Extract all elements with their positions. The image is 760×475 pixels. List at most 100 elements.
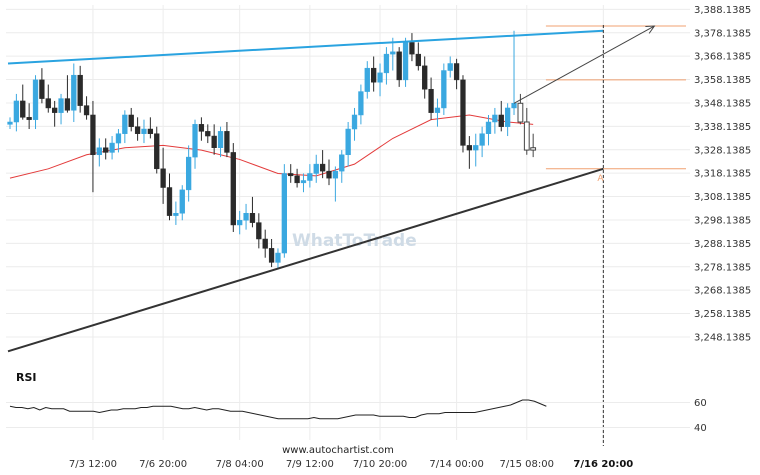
candle-body [96, 147, 102, 156]
candle-body [371, 67, 377, 83]
candle-body [134, 126, 141, 134]
candle-body [141, 128, 147, 134]
x-tick-label: 7/9 12:00 [286, 459, 334, 470]
candle-body [358, 91, 364, 116]
candle-body [339, 154, 345, 172]
candle-body [383, 53, 390, 74]
pattern-lower-line [7, 167, 604, 353]
candle-body [377, 72, 383, 83]
candle-body [256, 222, 262, 240]
candle-body [288, 173, 294, 177]
y-tick-label: 3,388.1385 [694, 5, 751, 16]
x-tick-label: 7/15 08:00 [500, 459, 554, 470]
pattern-lines: A [7, 25, 656, 446]
x-tick-label: 7/3 12:00 [69, 459, 117, 470]
candle-body [530, 147, 537, 151]
candle-body [275, 252, 281, 263]
candle-body [185, 156, 192, 191]
price-levels [545, 25, 686, 170]
candle-body [396, 51, 402, 81]
candle-body [20, 100, 26, 118]
candle-body [205, 131, 211, 137]
y-tick-label: 3,328.1385 [694, 145, 751, 156]
candle-body [294, 175, 300, 184]
candle-body [211, 135, 217, 148]
candle-body [77, 74, 83, 106]
candle-body [473, 145, 479, 151]
candle-body [52, 107, 58, 113]
candle-body [230, 152, 236, 226]
rsi-panel: RSI 60 40 [6, 371, 707, 434]
watermark: WhatToTrade [292, 231, 417, 251]
price-axis: 3,388.1385 3,378.1385 3,368.1385 3,358.1385… [694, 5, 751, 344]
candle-body [166, 187, 173, 216]
candle-body [307, 173, 313, 181]
y-tick-label: 3,348.1385 [694, 98, 751, 109]
candle-body [479, 133, 485, 146]
candle-body [351, 114, 358, 130]
rsi-tick-label: 40 [694, 423, 707, 434]
candle-body [13, 100, 20, 123]
candle-body [422, 65, 428, 90]
candle-body [409, 42, 415, 55]
candle-body [466, 145, 473, 151]
x-tick-label: 7/8 04:00 [216, 459, 264, 470]
candle-body [332, 170, 339, 179]
rsi-label: RSI [16, 371, 37, 384]
candle-body [147, 128, 154, 134]
y-tick-label: 3,318.1385 [694, 169, 751, 180]
candle-body [249, 213, 256, 223]
candle-body [198, 124, 205, 132]
candle-body [128, 114, 134, 127]
candle-body [90, 114, 96, 156]
rsi-line [9, 399, 547, 420]
candle-body [485, 121, 492, 134]
forecast-arrow-line [513, 25, 655, 104]
candle-body [7, 121, 13, 125]
candle-body [160, 168, 166, 188]
candle-body [262, 238, 268, 249]
candle-body [154, 133, 160, 170]
candle-body [115, 133, 122, 144]
candle-body [109, 142, 115, 153]
footer-url: www.autochartist.com [282, 445, 394, 456]
candle-body [268, 248, 275, 263]
candle-body [364, 67, 370, 92]
candle-body [39, 79, 45, 99]
y-tick-label: 3,278.1385 [694, 262, 751, 273]
moving-average [9, 114, 534, 179]
candle-body [517, 102, 524, 123]
candle-body [103, 147, 109, 153]
y-tick-label: 3,338.1385 [694, 122, 751, 133]
candle-body [313, 163, 319, 174]
y-tick-label: 3,298.1385 [694, 215, 751, 226]
ma-line [9, 114, 534, 179]
y-tick-label: 3,248.1385 [694, 332, 751, 343]
candle-body [173, 213, 179, 216]
y-tick-label: 3,358.1385 [694, 75, 751, 86]
candle-body [179, 189, 185, 214]
candle-body [326, 170, 332, 179]
candle-body [45, 98, 51, 109]
candle-body [224, 131, 230, 153]
candle-body [192, 124, 198, 158]
candle-body [345, 128, 351, 156]
price-grid [6, 5, 690, 440]
x-tick-label: 7/16 20:00 [573, 459, 633, 470]
pattern-marker-label: A [597, 174, 604, 184]
candle-body [26, 117, 32, 120]
pattern-upper-line [7, 29, 604, 65]
y-tick-label: 3,288.1385 [694, 239, 751, 250]
candle-body [441, 70, 447, 109]
candle-body [523, 121, 530, 151]
candle-body [319, 163, 326, 172]
candle-body [453, 63, 460, 81]
candle-body [83, 105, 90, 116]
candle-body [492, 114, 498, 123]
y-tick-label: 3,368.1385 [694, 52, 751, 63]
rsi-tick-label: 60 [694, 398, 707, 409]
candle-body [71, 74, 77, 111]
candle-body [428, 88, 434, 113]
candle-body [64, 98, 71, 111]
